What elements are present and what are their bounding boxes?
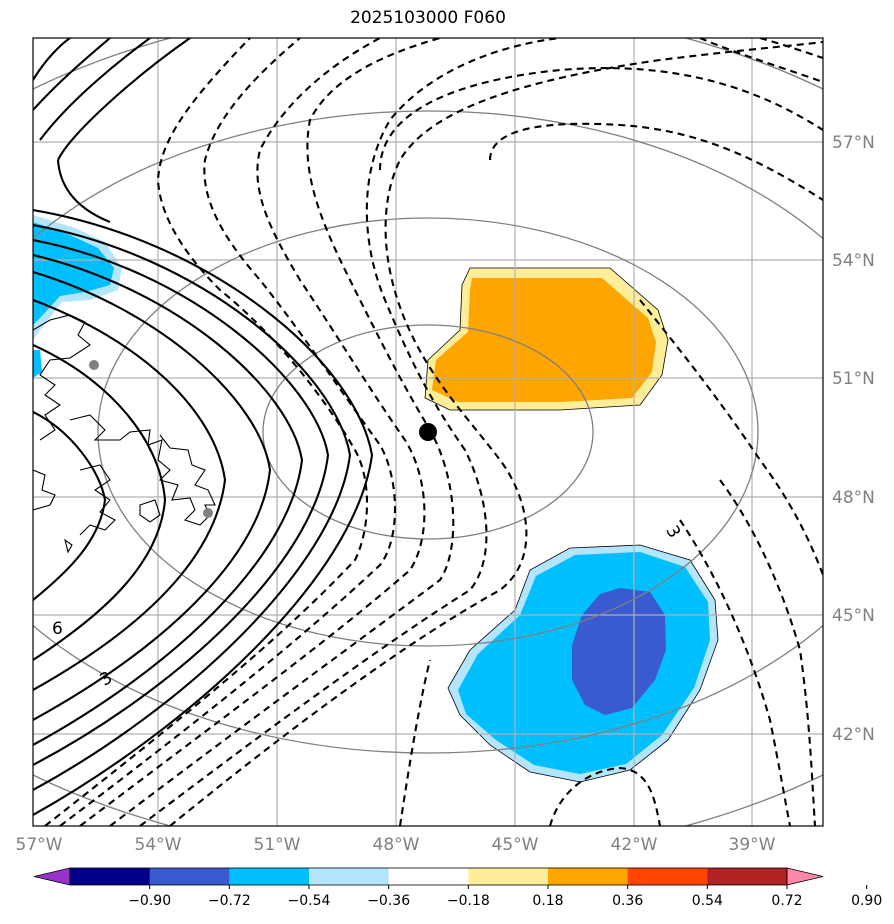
lat-lon-grid <box>33 38 823 826</box>
colorbar-label: 0.54 <box>692 893 723 909</box>
colorbar-extend-high <box>786 867 824 886</box>
colorbar-segment <box>707 868 788 885</box>
map-title: 2025103000 F060 <box>350 8 506 28</box>
lon-tick-45w: 45°W <box>492 835 539 855</box>
colorbar-label: −0.72 <box>208 893 251 909</box>
positive-anomaly-area <box>424 267 669 411</box>
lon-tick-54w: 54°W <box>135 835 182 855</box>
lon-tick-57w: 57°W <box>16 835 63 855</box>
colorbar-label: −0.54 <box>288 893 331 909</box>
lat-tick-45n: 45°N <box>832 606 875 626</box>
colorbar-label: 0.18 <box>532 893 563 909</box>
city-marker <box>203 508 213 518</box>
contour-label-6: 6 <box>52 619 63 639</box>
positive-contours <box>33 38 374 816</box>
colorbar: −0.90 −0.72 −0.54 −0.36 −0.18 0.18 0.36 0.54 0.7… <box>33 867 882 909</box>
colorbar-segment <box>627 868 708 885</box>
lat-tick-51n: 51°N <box>832 369 875 389</box>
map-frame <box>32 37 824 827</box>
colorbar-segment <box>548 868 629 885</box>
lon-tick-51w: 51°W <box>254 835 301 855</box>
colorbar-border <box>69 867 788 886</box>
lon-tick-42w: 42°W <box>611 835 658 855</box>
lat-tick-42n: 42°N <box>832 725 875 745</box>
colorbar-label: −0.90 <box>128 893 171 909</box>
colorbar-segment <box>468 868 549 885</box>
lat-tick-54n: 54°N <box>832 251 875 271</box>
range-rings <box>33 38 823 826</box>
lon-tick-48w: 48°W <box>373 835 420 855</box>
colorbar-label: 0.90 <box>851 893 882 909</box>
colorbar-segment <box>229 868 310 885</box>
colorbar-segment <box>388 868 469 885</box>
city-marker <box>89 360 99 370</box>
colorbar-label: −0.36 <box>367 893 410 909</box>
lat-tick-48n: 48°N <box>832 488 875 508</box>
colorbar-extend-low <box>33 867 71 886</box>
colorbar-segment <box>70 868 151 885</box>
colorbar-label: −0.18 <box>447 893 490 909</box>
colorbar-segment <box>309 868 390 885</box>
lon-tick-39w: 39°W <box>729 835 776 855</box>
negative-contours <box>44 38 823 826</box>
colorbar-label: 0.36 <box>612 893 643 909</box>
colorbar-label: 0.72 <box>771 893 802 909</box>
storm-center-marker <box>419 423 437 441</box>
lat-tick-57n: 57°N <box>832 133 875 153</box>
colorbar-segment <box>149 868 230 885</box>
